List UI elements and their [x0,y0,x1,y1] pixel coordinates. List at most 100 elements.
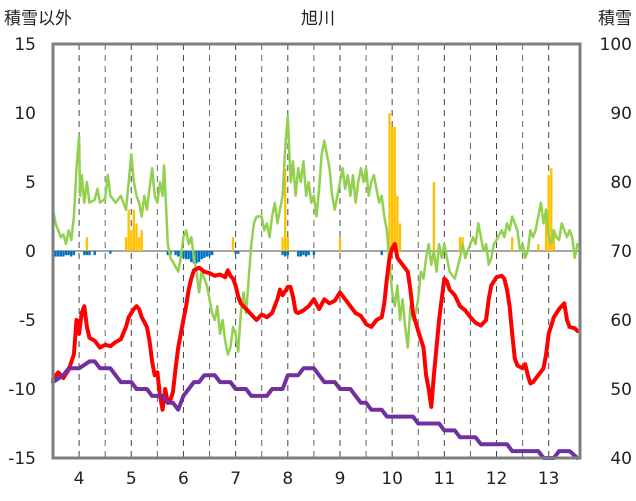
precipitation-bar [544,209,548,251]
precipitation-bar [281,237,284,251]
x-tick-label: 11 [434,469,456,489]
sunshine-bar [190,251,193,263]
precipitation-bar [396,195,399,251]
temperature-line [51,242,580,412]
precipitation-bar [140,230,143,251]
sunshine-bar [443,251,446,254]
x-tick-label: 7 [230,469,241,489]
y-ticks-right: 100 90 80 70 60 50 40 [600,35,632,469]
sunshine-bar [286,251,289,256]
sunshine-bar [187,251,190,260]
sunshine-bar [195,251,198,264]
precipitation-bar [137,237,141,251]
x-tick-label: 12 [486,469,508,489]
chart-title: 旭川 [301,9,335,29]
y-axis-label-left: 積雪以外 [4,9,72,29]
sunshine-bar [67,251,70,256]
y-tick-left-label: 15 [14,35,36,55]
sunshine-bar [205,251,209,257]
y-tick-right-label: 90 [610,104,632,124]
sunshine-bar [109,251,112,254]
precipitation-bar [85,237,89,251]
sunshine-bar [166,251,169,256]
precipitation-bar [284,168,287,251]
sunshine-bar [380,251,383,256]
y-axis-label-right: 積雪 [598,9,632,29]
sunshine-bar [197,251,201,263]
x-tick-label: 9 [335,469,346,489]
precipitation-bar [458,237,462,251]
sunshine-bar [312,251,316,256]
x-ticks: 4 5 6 7 8 9 10 11 12 13 [74,469,560,489]
sunshine-bar [64,251,68,256]
x-tick-label: 4 [74,469,85,489]
precipitation-bar [338,237,342,251]
sunshine-bar [284,251,287,257]
precipitation-bar [552,230,556,251]
precipitation-bar [393,126,396,251]
precipitation-bar [390,126,394,251]
x-tick-label: 10 [381,469,403,489]
y-tick-left-label: 5 [25,173,36,193]
sunshine-bar [85,251,89,256]
precipitation-bar [550,168,553,251]
y-tick-left-label: 10 [14,104,36,124]
sunshine-bar [70,251,73,257]
sunshine-bar [200,251,203,260]
y-tick-left-label: -5 [19,311,36,331]
y-tick-left-label: -10 [8,380,36,400]
precipitation-bar [135,223,138,251]
precipitation-bar [127,209,130,251]
precipitation-bar [388,113,391,251]
precipitation-bar [286,237,289,251]
line-series [51,114,580,460]
y-tick-right-label: 100 [600,35,632,55]
sunshine-bar [302,251,305,256]
precipitation-bar [547,175,550,251]
plot-frame [51,42,582,460]
sunshine-bar [72,251,76,256]
sunshine-bar [299,251,303,257]
sunshine-bar [83,251,86,256]
y-tick-right-label: 70 [610,242,632,262]
y-tick-right-label: 50 [610,380,632,400]
sunshine-bar [93,251,96,256]
precipitation-bar [432,182,436,251]
sunshine-bar [59,251,63,257]
sunshine-bar [234,251,237,254]
precipitation-bar [130,230,133,251]
sunshine-bar [210,251,214,256]
sunshine-bar [88,251,91,256]
y-tick-left-label: 0 [25,242,36,262]
sunshine-bar [297,251,300,257]
sunshine-bar [307,251,310,256]
sunshine-bar [62,251,65,257]
sunshine-bar [304,251,308,257]
sunshine-bar [208,251,211,257]
sunshine-bar [54,251,57,257]
y-tick-left-label: -15 [8,449,36,469]
sunshine-bar [237,251,240,254]
y-ticks-left: 15 10 5 0 -5 -10 -15 [8,35,36,469]
x-tick-label: 5 [126,469,137,489]
x-tick-label: 6 [178,469,189,489]
sunshine-bar [57,251,60,257]
precipitation-bar [537,244,540,251]
sunshine-bar [184,251,188,260]
y-tick-right-label: 60 [610,311,632,331]
y-tick-right-label: 40 [610,449,632,469]
snow-depth-line [51,359,580,460]
x-tick-label: 13 [538,469,560,489]
precipitation-bar [124,237,128,251]
sunshine-bar [177,251,180,257]
sunshine-bar [281,251,284,256]
precipitation-bar [231,237,235,251]
sunshine-bar [203,251,206,258]
x-tick-label: 8 [282,469,293,489]
precipitation-bar [398,223,402,251]
sunshine-bar [174,251,177,256]
wind-line [51,114,579,356]
sunshine-bar [182,251,185,258]
precipitation-bar [510,237,514,251]
